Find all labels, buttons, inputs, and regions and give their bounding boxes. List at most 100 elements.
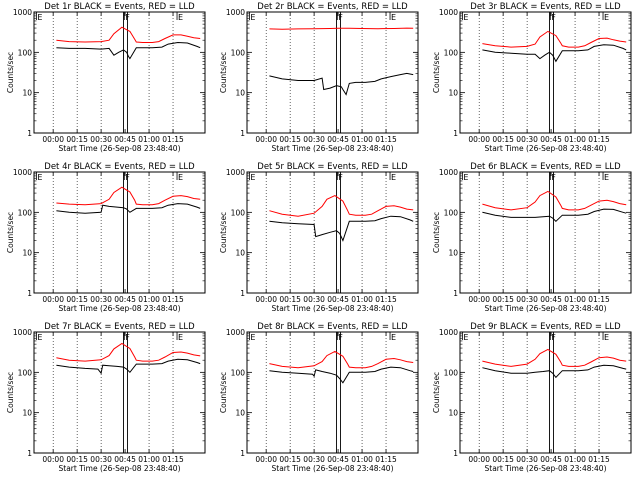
y-tick-label: 1 bbox=[27, 289, 32, 298]
x-tick-label: 00:45 bbox=[114, 455, 136, 464]
x-tick-label: 01:15 bbox=[375, 455, 397, 464]
series-line-lld bbox=[56, 186, 201, 206]
marker-label: E bbox=[604, 333, 609, 342]
y-axis-label: Counts/sec bbox=[219, 372, 228, 413]
marker-label: F bbox=[338, 173, 343, 182]
x-axis-label: Start Time (26-Sep-08 23:48:40) bbox=[59, 464, 181, 473]
x-tick-label: 00:45 bbox=[114, 295, 136, 304]
series-line-lld bbox=[482, 348, 627, 367]
x-tick-label: 01:15 bbox=[588, 135, 610, 144]
marker-label: F bbox=[338, 333, 343, 342]
x-tick-label: 01:15 bbox=[162, 455, 184, 464]
x-tick-label: 00:45 bbox=[540, 455, 562, 464]
chart-title: Det 7r BLACK = Events, RED = LLD bbox=[44, 322, 195, 332]
x-tick-label: 00:45 bbox=[540, 295, 562, 304]
x-tick-label: 01:00 bbox=[351, 135, 373, 144]
plot-frame bbox=[33, 11, 206, 134]
y-tick-label: 100 bbox=[18, 368, 33, 377]
y-axis-label: Counts/sec bbox=[6, 372, 15, 413]
y-tick-label: 100 bbox=[18, 48, 33, 57]
y-tick-label: 10 bbox=[235, 249, 245, 258]
y-tick-label: 1000 bbox=[13, 8, 32, 17]
x-tick-label: 01:00 bbox=[351, 295, 373, 304]
x-tick-label: 00:00 bbox=[42, 135, 64, 144]
x-tick-label: 00:30 bbox=[516, 455, 538, 464]
x-tick-label: 00:30 bbox=[303, 295, 325, 304]
series-line-lld bbox=[482, 190, 627, 211]
x-tick-label: 01:15 bbox=[588, 455, 610, 464]
x-tick-label: 00:00 bbox=[255, 135, 277, 144]
y-tick-label: 1000 bbox=[226, 8, 245, 17]
y-axis-label: Counts/sec bbox=[432, 52, 441, 93]
x-axis-label: Start Time (26-Sep-08 23:48:40) bbox=[59, 304, 181, 313]
y-tick-label: 1 bbox=[240, 289, 245, 298]
y-tick-label: 1000 bbox=[226, 328, 245, 337]
marker-label: E bbox=[178, 333, 183, 342]
marker-label: F bbox=[125, 173, 130, 182]
y-tick-label: 10 bbox=[235, 409, 245, 418]
y-axis-label: Counts/sec bbox=[219, 52, 228, 93]
x-tick-label: 01:00 bbox=[564, 295, 586, 304]
x-tick-label: 00:00 bbox=[468, 135, 490, 144]
y-tick-label: 1000 bbox=[13, 328, 32, 337]
y-tick-label: 10 bbox=[448, 89, 458, 98]
data-gap-bar bbox=[549, 11, 554, 134]
x-tick-label: 00:30 bbox=[90, 295, 112, 304]
y-tick-label: 1 bbox=[240, 129, 245, 138]
marker-label: F bbox=[125, 333, 130, 342]
marker-label: E bbox=[178, 173, 183, 182]
series-line-events bbox=[269, 72, 414, 96]
y-axis-label: Counts/sec bbox=[6, 212, 15, 253]
y-tick-label: 100 bbox=[444, 368, 459, 377]
x-tick-label: 00:45 bbox=[327, 455, 349, 464]
plot-frame bbox=[459, 11, 632, 134]
y-tick-label: 10 bbox=[235, 89, 245, 98]
series-line-events bbox=[56, 358, 201, 375]
x-axis-label: Start Time (26-Sep-08 23:48:40) bbox=[272, 144, 394, 153]
chart-title: Det 3r BLACK = Events, RED = LLD bbox=[470, 2, 621, 12]
data-gap-bar bbox=[549, 171, 554, 294]
x-tick-label: 00:30 bbox=[303, 135, 325, 144]
marker-label: E bbox=[250, 13, 255, 22]
x-tick-label: 00:15 bbox=[492, 455, 514, 464]
marker-label: F bbox=[551, 173, 556, 182]
plot-frame bbox=[33, 171, 206, 294]
chart-title: Det 1r BLACK = Events, RED = LLD bbox=[44, 2, 195, 12]
y-axis-label: Counts/sec bbox=[6, 52, 15, 93]
marker-label: E bbox=[37, 13, 42, 22]
data-gap-bar bbox=[549, 331, 554, 454]
plot-frame bbox=[33, 331, 206, 454]
y-axis-label: Counts/sec bbox=[219, 212, 228, 253]
marker-label: E bbox=[37, 173, 42, 182]
series-line-lld bbox=[482, 30, 627, 48]
y-tick-label: 1000 bbox=[439, 8, 458, 17]
plot-frame bbox=[459, 171, 632, 294]
marker-label: E bbox=[178, 13, 183, 22]
x-tick-label: 01:00 bbox=[564, 135, 586, 144]
series-line-events bbox=[269, 215, 414, 242]
marker-label: E bbox=[391, 13, 396, 22]
marker-label: F bbox=[551, 13, 556, 22]
data-gap-bar bbox=[336, 331, 341, 454]
x-tick-label: 01:00 bbox=[138, 135, 160, 144]
x-tick-label: 01:15 bbox=[162, 295, 184, 304]
marker-label: E bbox=[250, 333, 255, 342]
y-tick-label: 1 bbox=[240, 449, 245, 458]
x-tick-label: 00:15 bbox=[279, 295, 301, 304]
marker-label: E bbox=[463, 13, 468, 22]
x-tick-label: 01:15 bbox=[588, 295, 610, 304]
x-tick-label: 01:00 bbox=[138, 455, 160, 464]
plot-frame bbox=[246, 11, 419, 134]
x-tick-label: 00:00 bbox=[42, 455, 64, 464]
x-tick-label: 00:15 bbox=[279, 135, 301, 144]
x-tick-label: 01:00 bbox=[138, 295, 160, 304]
series-line-lld bbox=[269, 195, 414, 217]
x-tick-label: 00:15 bbox=[66, 455, 88, 464]
y-tick-label: 1000 bbox=[439, 168, 458, 177]
y-tick-label: 1000 bbox=[439, 328, 458, 337]
x-tick-label: 00:45 bbox=[114, 135, 136, 144]
